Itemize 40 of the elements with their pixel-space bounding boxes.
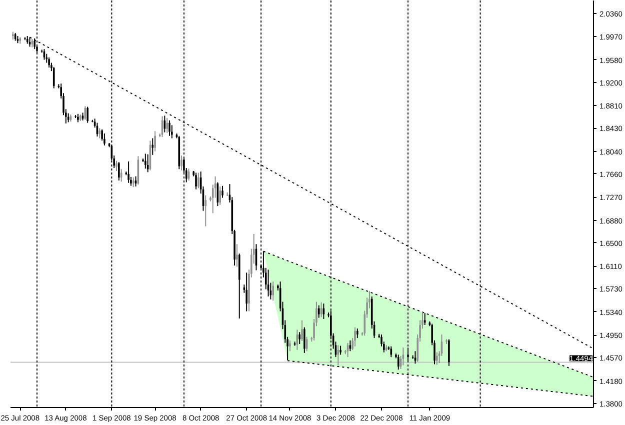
- candlestick: [116, 160, 118, 172]
- candlestick: [118, 162, 120, 181]
- candlestick: [86, 106, 88, 124]
- candlestick: [349, 340, 352, 352]
- candlestick: [272, 281, 274, 302]
- candlestick: [424, 312, 426, 326]
- candlestick: [402, 347, 404, 366]
- candlestick: [354, 326, 356, 347]
- candlestick: [180, 155, 182, 171]
- candlestick: [98, 128, 101, 139]
- candlestick: [222, 185, 224, 198]
- candlestick: [154, 130, 156, 152]
- candlestick: [101, 128, 103, 142]
- candlestick: [301, 320, 303, 342]
- candlestick: [171, 124, 173, 139]
- candlestick: [104, 133, 106, 146]
- candlestick: [204, 194, 207, 227]
- candlestick: [198, 172, 200, 189]
- candlestick: [304, 326, 306, 354]
- candlestick: [356, 328, 358, 339]
- candlestick: [436, 352, 438, 366]
- candlestick: [168, 120, 170, 136]
- candlestick: [448, 338, 450, 366]
- candlestick: [318, 304, 320, 318]
- candlestick: [132, 177, 134, 188]
- candlestick: [298, 332, 300, 344]
- candlestick: [195, 172, 197, 190]
- candlestick: [337, 344, 340, 366]
- candlestick: [144, 153, 146, 170]
- candlestick: [397, 354, 400, 370]
- candlestick: [152, 138, 154, 156]
- candlestick: [236, 244, 238, 268]
- candlestick: [289, 340, 291, 352]
- candlestick: [166, 118, 168, 134]
- candlestick: [52, 66, 55, 89]
- candlestick: [128, 160, 130, 184]
- candlestick: [246, 272, 248, 312]
- candlestick: [219, 186, 221, 206]
- candlestick: [48, 56, 50, 68]
- candlestick: [390, 346, 392, 358]
